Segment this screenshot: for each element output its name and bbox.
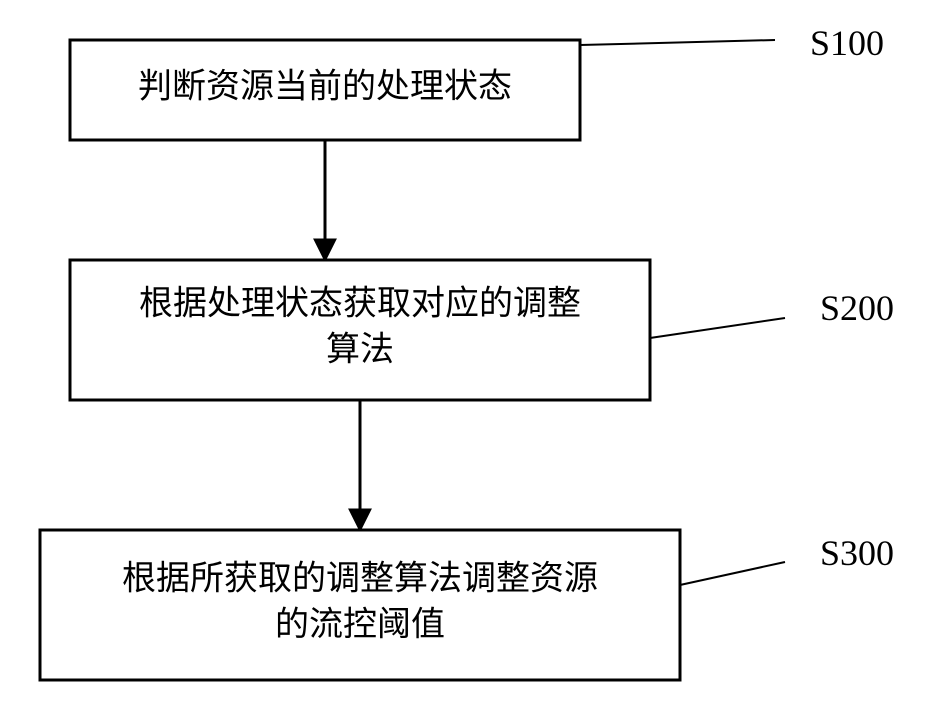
flow-node-n1: 判断资源当前的处理状态 S100 bbox=[70, 23, 884, 140]
flow-node-text: 的流控阈值 bbox=[275, 606, 445, 644]
step-label: S200 bbox=[820, 288, 894, 328]
step-leader bbox=[680, 562, 785, 585]
flow-node-text: 根据处理状态获取对应的调整 bbox=[139, 285, 581, 323]
step-leader bbox=[650, 318, 785, 338]
flow-node-text: 算法 bbox=[326, 331, 394, 369]
step-leader bbox=[580, 40, 775, 45]
step-label: S100 bbox=[810, 23, 884, 63]
flow-node-n2: 根据处理状态获取对应的调整算法 S200 bbox=[70, 260, 894, 400]
flow-node-text: 根据所获取的调整算法调整资源 bbox=[122, 560, 598, 598]
flow-node-text: 判断资源当前的处理状态 bbox=[138, 68, 512, 106]
step-label: S300 bbox=[820, 533, 894, 573]
flow-node-n3: 根据所获取的调整算法调整资源的流控阈值 S300 bbox=[40, 530, 894, 680]
